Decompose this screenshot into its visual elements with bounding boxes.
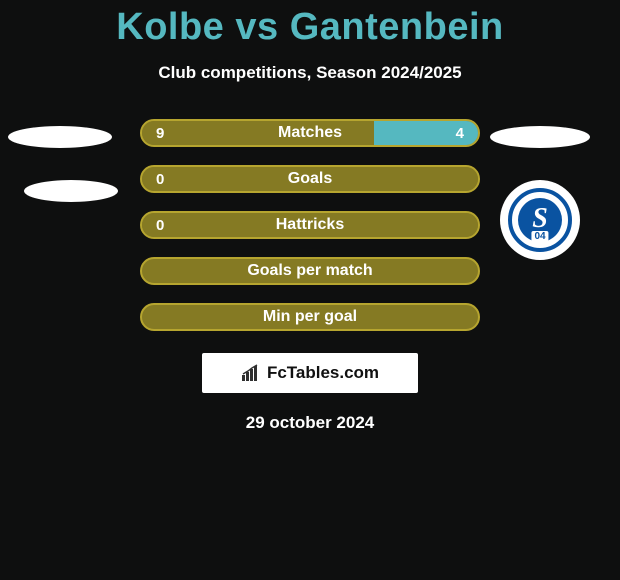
club-logo-ring: S 04 bbox=[508, 188, 572, 252]
stat-bar-label: Matches bbox=[142, 121, 478, 145]
player-right-name: Gantenbein bbox=[290, 6, 504, 48]
date-label: 29 october 2024 bbox=[0, 413, 620, 433]
stat-bar-label: Hattricks bbox=[142, 213, 478, 237]
branding-badge: FcTables.com bbox=[202, 353, 418, 393]
title-vs: vs bbox=[224, 6, 289, 48]
avatar-placeholder-left-1 bbox=[8, 126, 112, 148]
stat-bar: Goals per match bbox=[140, 257, 480, 285]
stat-bar: 0Hattricks bbox=[140, 211, 480, 239]
stat-bar: Min per goal bbox=[140, 303, 480, 331]
stat-bar-label: Goals per match bbox=[142, 259, 478, 283]
stat-bar: 0Goals bbox=[140, 165, 480, 193]
stat-bar: 94Matches bbox=[140, 119, 480, 147]
comparison-card: Kolbe vs Gantenbein Club competitions, S… bbox=[0, 0, 620, 580]
player-left-name: Kolbe bbox=[116, 6, 224, 48]
avatar-placeholder-left-2 bbox=[24, 180, 118, 202]
club-logo-right: S 04 bbox=[500, 180, 580, 260]
bars-icon bbox=[241, 363, 261, 383]
page-title: Kolbe vs Gantenbein bbox=[0, 6, 620, 49]
subtitle: Club competitions, Season 2024/2025 bbox=[0, 63, 620, 83]
club-logo-sub: 04 bbox=[531, 231, 548, 242]
branding-text: FcTables.com bbox=[267, 363, 379, 383]
avatar-placeholder-right-1 bbox=[490, 126, 590, 148]
stat-bar-label: Goals bbox=[142, 167, 478, 191]
stat-bar-label: Min per goal bbox=[142, 305, 478, 329]
